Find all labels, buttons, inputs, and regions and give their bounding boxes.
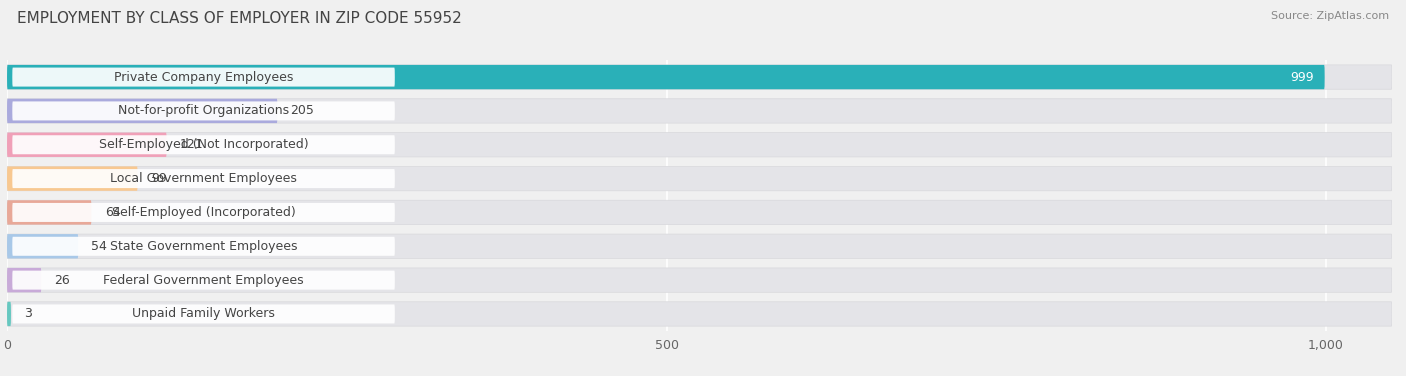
Text: 54: 54 <box>91 240 107 253</box>
Text: Self-Employed (Incorporated): Self-Employed (Incorporated) <box>111 206 295 219</box>
FancyBboxPatch shape <box>13 169 395 188</box>
FancyBboxPatch shape <box>7 200 91 224</box>
FancyBboxPatch shape <box>7 268 41 292</box>
Text: 26: 26 <box>55 274 70 287</box>
Text: State Government Employees: State Government Employees <box>110 240 297 253</box>
FancyBboxPatch shape <box>7 167 1392 191</box>
FancyBboxPatch shape <box>7 133 167 157</box>
FancyBboxPatch shape <box>7 234 79 258</box>
FancyBboxPatch shape <box>7 65 1324 89</box>
FancyBboxPatch shape <box>13 68 395 86</box>
Text: 64: 64 <box>104 206 121 219</box>
Text: Source: ZipAtlas.com: Source: ZipAtlas.com <box>1271 11 1389 21</box>
Text: 121: 121 <box>180 138 204 151</box>
FancyBboxPatch shape <box>13 237 395 256</box>
FancyBboxPatch shape <box>7 99 277 123</box>
FancyBboxPatch shape <box>7 302 1392 326</box>
Text: 3: 3 <box>24 308 32 320</box>
Text: 205: 205 <box>291 105 315 117</box>
Text: Not-for-profit Organizations: Not-for-profit Organizations <box>118 105 290 117</box>
FancyBboxPatch shape <box>13 305 395 323</box>
FancyBboxPatch shape <box>13 271 395 290</box>
Text: Unpaid Family Workers: Unpaid Family Workers <box>132 308 276 320</box>
FancyBboxPatch shape <box>7 302 11 326</box>
FancyBboxPatch shape <box>7 133 1392 157</box>
Text: Private Company Employees: Private Company Employees <box>114 71 294 83</box>
FancyBboxPatch shape <box>7 65 1392 89</box>
FancyBboxPatch shape <box>7 99 1392 123</box>
FancyBboxPatch shape <box>13 102 395 120</box>
FancyBboxPatch shape <box>13 203 395 222</box>
FancyBboxPatch shape <box>7 268 1392 292</box>
Text: 999: 999 <box>1291 71 1315 83</box>
Text: 99: 99 <box>150 172 166 185</box>
Text: Local Government Employees: Local Government Employees <box>110 172 297 185</box>
Text: Federal Government Employees: Federal Government Employees <box>103 274 304 287</box>
FancyBboxPatch shape <box>7 234 1392 258</box>
Text: Self-Employed (Not Incorporated): Self-Employed (Not Incorporated) <box>98 138 308 151</box>
Text: EMPLOYMENT BY CLASS OF EMPLOYER IN ZIP CODE 55952: EMPLOYMENT BY CLASS OF EMPLOYER IN ZIP C… <box>17 11 461 26</box>
FancyBboxPatch shape <box>7 200 1392 224</box>
FancyBboxPatch shape <box>7 167 138 191</box>
FancyBboxPatch shape <box>13 135 395 154</box>
